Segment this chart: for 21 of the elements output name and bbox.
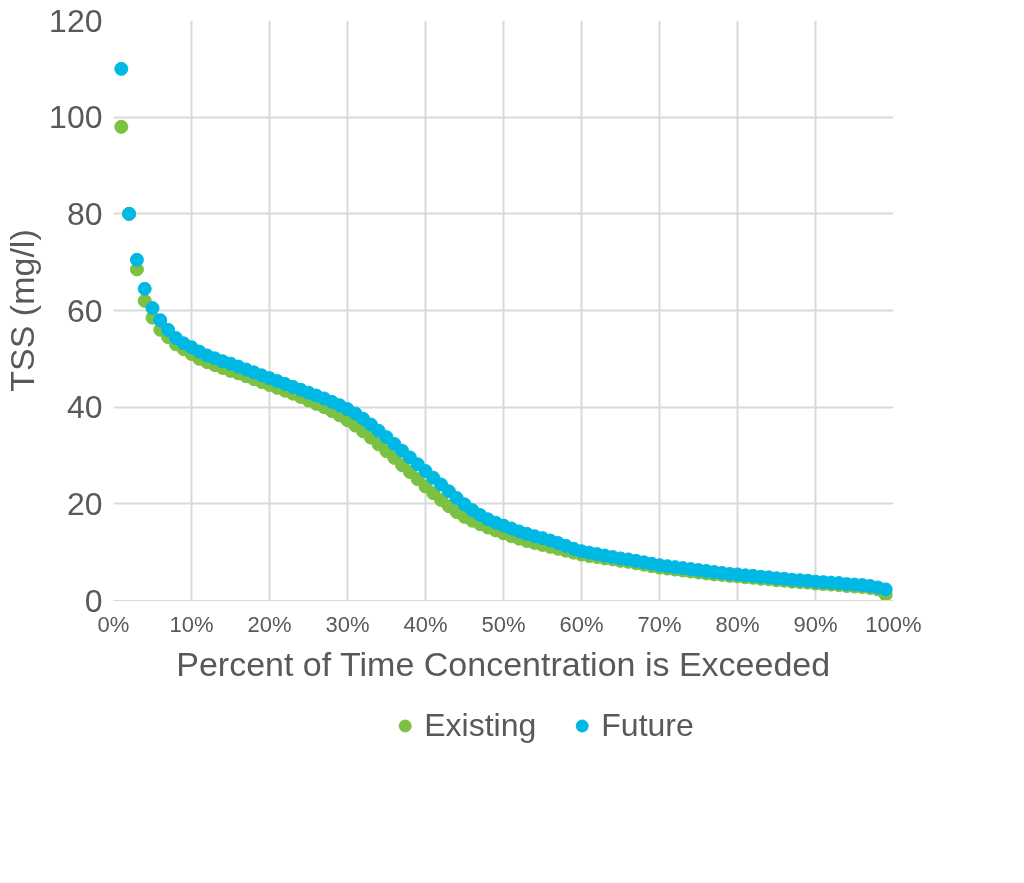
x-tick-label: 10% (169, 611, 214, 637)
x-tick-label: 60% (559, 611, 604, 637)
legend-label: Future (601, 706, 694, 744)
x-tick-label: 90% (793, 611, 838, 637)
y-tick-label: 40 (66, 389, 103, 426)
y-tick-label: 60 (66, 292, 103, 329)
x-axis-title: Percent of Time Concentration is Exceeded (176, 644, 831, 683)
x-tick-label: 40% (403, 611, 448, 637)
x-tick-label: 70% (637, 611, 682, 637)
x-tick-label: 100% (865, 611, 922, 637)
x-tick-label: 0% (97, 611, 130, 637)
y-tick-label: 120 (49, 2, 103, 39)
x-tick-label: 30% (325, 611, 370, 637)
x-tick-label: 50% (481, 611, 526, 637)
y-tick-label: 100 (49, 99, 103, 136)
y-tick-label: 20 (66, 485, 103, 522)
legend-label: Existing (424, 706, 537, 744)
y-tick-label: 80 (66, 195, 103, 232)
x-tick-label: 20% (247, 611, 292, 637)
y-axis-title: TSS (mg/l) (3, 229, 42, 392)
x-tick-label: 80% (715, 611, 760, 637)
